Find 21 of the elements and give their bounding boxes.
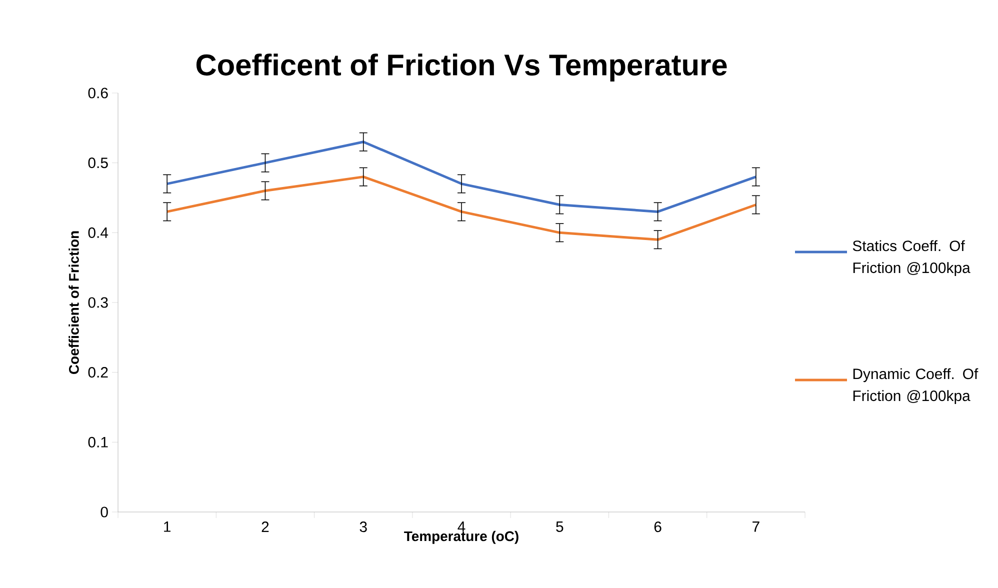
- y-tick-label: 0.1: [88, 436, 108, 448]
- y-tick-label: 0.3: [88, 297, 108, 308]
- legend-label: Dynamic Coeff. Of Friction @100kpa: [853, 368, 978, 404]
- line-series: [166, 176, 758, 241]
- y-tick-label: 0: [100, 506, 108, 518]
- x-axis-title: Temperature (oC): [404, 530, 518, 544]
- y-axis-title: Coefficient of Friction: [68, 231, 79, 374]
- x-tick-label: 4: [458, 522, 466, 532]
- x-tick-label: 5: [556, 522, 564, 532]
- x-tick-label: 3: [360, 522, 367, 532]
- y-tick-label: 0.2: [88, 367, 108, 378]
- y-tick-label: 0.5: [88, 158, 108, 168]
- legend-label: Statics Coeff. Of Friction @100kpa: [852, 240, 970, 276]
- y-tick-label: 0.6: [88, 88, 108, 98]
- chart-title: Coefficent of Friction Vs Temperature: [196, 54, 727, 82]
- line-series: [166, 140, 758, 213]
- x-tick-label: 6: [654, 522, 662, 532]
- y-tick-label: 0.4: [88, 227, 108, 238]
- x-tick-label: 1: [164, 522, 171, 532]
- x-tick-label: 7: [752, 522, 760, 532]
- x-tick-label: 2: [262, 522, 269, 532]
